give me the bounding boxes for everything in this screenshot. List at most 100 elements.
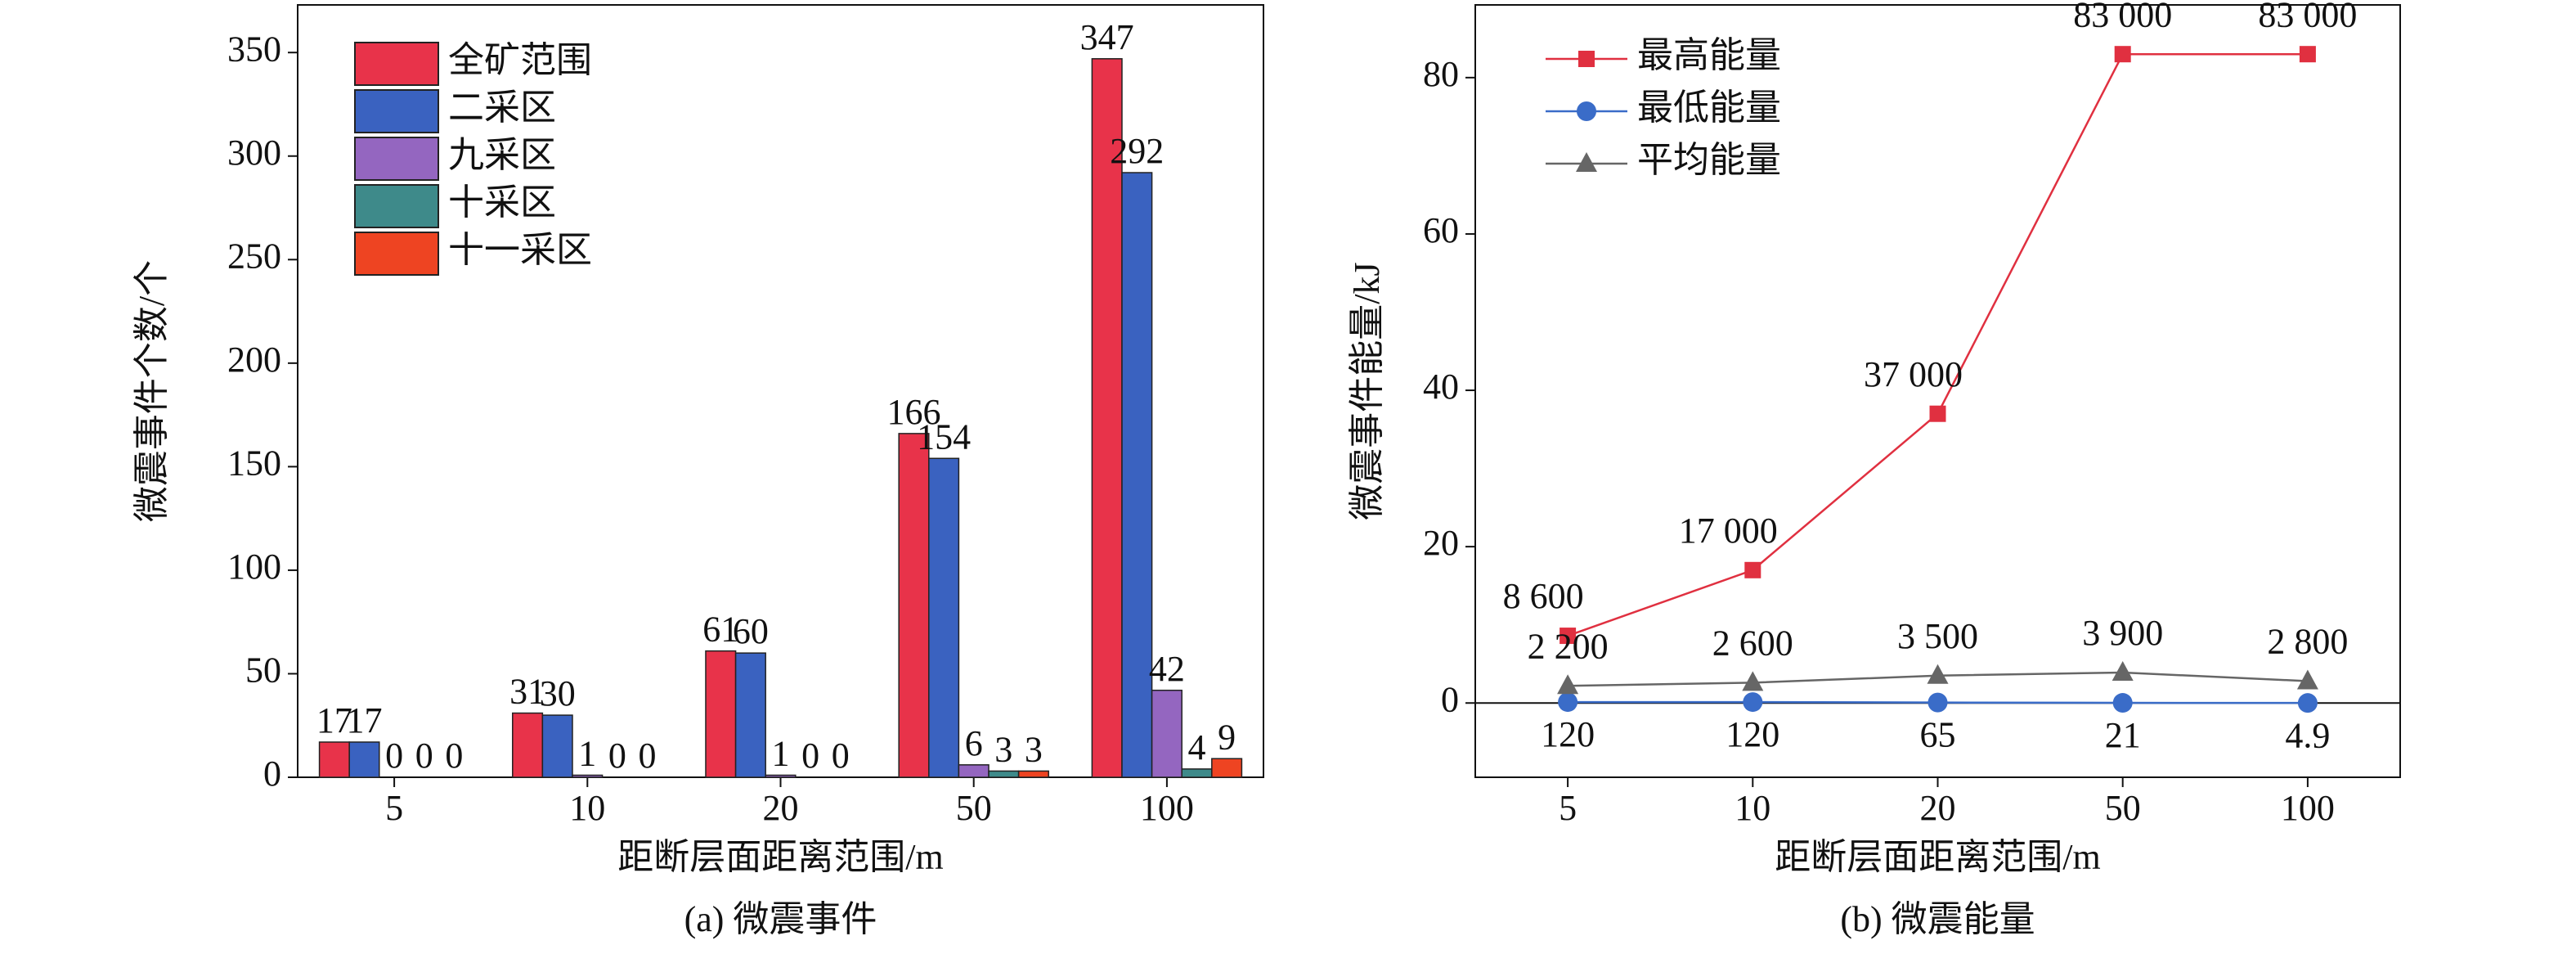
y-tick-label: 250	[227, 236, 281, 276]
value-label: 31	[509, 672, 545, 712]
value-label: 60	[733, 611, 769, 651]
marker	[2296, 669, 2318, 690]
bar	[1091, 58, 1123, 778]
bar	[765, 774, 797, 778]
legend-swatch	[354, 42, 439, 86]
legend-swatch	[354, 89, 439, 133]
value-label: 37 000	[1864, 354, 1963, 394]
x-tick-label: 50	[956, 788, 992, 828]
bar	[734, 652, 766, 778]
bar	[541, 714, 573, 778]
legend-label: 十采区	[448, 182, 556, 223]
y-tick-label: 40	[1423, 367, 1459, 407]
x-tick-label: 10	[569, 788, 605, 828]
bar	[705, 650, 737, 778]
value-label: 2 600	[1712, 623, 1793, 663]
value-label: 0	[445, 736, 463, 776]
y-axis-label: 微震事件个数/个	[132, 260, 172, 522]
marker	[1928, 692, 1948, 713]
value-label: 166	[886, 392, 940, 432]
legend-swatch	[354, 232, 439, 276]
value-label: 1	[772, 734, 790, 774]
value-label: 0	[832, 736, 850, 776]
legend-label: 最高能量	[1637, 35, 1781, 75]
bar	[988, 770, 1020, 778]
value-label: 292	[1110, 131, 1164, 171]
value-label: 0	[415, 736, 433, 776]
value-label: 3	[994, 730, 1012, 770]
value-label: 4	[1188, 727, 1206, 767]
x-tick-label: 50	[2105, 788, 2141, 828]
marker	[2297, 693, 2318, 713]
value-label: 3 900	[2082, 613, 2163, 653]
x-tick-label: 100	[2281, 788, 2335, 828]
x-tick-label: 100	[1140, 788, 1194, 828]
value-label: 8 600	[1503, 576, 1584, 616]
value-label: 9	[1218, 717, 1236, 757]
bar	[928, 457, 960, 778]
value-label: 1	[578, 734, 596, 774]
marker	[1744, 561, 1761, 578]
value-label: 3 500	[1897, 616, 1978, 656]
y-axis-label: 微震事件能量/kJ	[1347, 262, 1387, 520]
value-label: 120	[1726, 714, 1779, 754]
legend-swatch	[354, 137, 439, 181]
bar	[348, 741, 380, 778]
value-label: 154	[917, 416, 971, 457]
y-tick-label: 0	[1441, 679, 1459, 719]
value-label: 17	[316, 700, 352, 740]
value-label: 42	[1149, 649, 1185, 689]
legend-label: 平均能量	[1637, 140, 1781, 180]
marker	[1927, 664, 1949, 684]
value-label: 2 200	[1528, 626, 1609, 666]
x-tick-label: 5	[1559, 788, 1577, 828]
marker	[1929, 405, 1946, 422]
y-tick-label: 0	[263, 754, 281, 794]
bar	[1211, 758, 1243, 778]
legend-label: 全矿范围	[448, 40, 592, 80]
marker	[1742, 671, 1764, 691]
y-tick-label: 150	[227, 443, 281, 483]
y-tick-label: 200	[227, 340, 281, 380]
x-axis-label: 距断层面距离范围/m	[617, 837, 943, 877]
marker	[2112, 660, 2134, 681]
bar	[1151, 689, 1183, 778]
value-label: 0	[608, 736, 626, 776]
y-tick-label: 300	[227, 133, 281, 173]
y-tick-label: 60	[1423, 210, 1459, 250]
legend-label: 二采区	[448, 88, 556, 128]
bar	[958, 764, 990, 778]
bar	[572, 774, 604, 778]
marker	[2299, 46, 2316, 63]
y-tick-label: 20	[1423, 523, 1459, 563]
bar	[318, 741, 350, 778]
value-label: 83 000	[2073, 0, 2172, 34]
bar	[1181, 768, 1213, 778]
caption: (a) 微震事件	[684, 899, 877, 939]
x-axis-label: 距断层面距离范围/m	[1775, 837, 2100, 877]
value-label: 61	[702, 610, 738, 650]
y-tick-label: 100	[227, 547, 281, 587]
legend-label: 十一采区	[448, 230, 592, 270]
caption: (b) 微震能量	[1840, 899, 2035, 939]
y-tick-label: 50	[245, 650, 281, 691]
value-label: 83 000	[2258, 0, 2357, 34]
marker	[2112, 693, 2133, 713]
value-label: 21	[2105, 715, 2141, 755]
y-tick-label: 350	[227, 29, 281, 69]
value-label: 17	[346, 700, 382, 740]
value-label: 17 000	[1679, 511, 1778, 551]
legend-label: 最低能量	[1637, 88, 1781, 128]
value-label: 65	[1920, 715, 1956, 755]
marker	[2114, 46, 2131, 63]
bar	[512, 712, 544, 778]
marker	[1557, 674, 1579, 695]
legend-marker	[1577, 101, 1596, 121]
y-tick-label: 80	[1423, 54, 1459, 94]
marker	[1743, 692, 1763, 713]
value-label: 120	[1541, 714, 1595, 754]
x-tick-label: 20	[763, 788, 799, 828]
bar	[898, 433, 930, 778]
x-tick-label: 10	[1735, 788, 1770, 828]
